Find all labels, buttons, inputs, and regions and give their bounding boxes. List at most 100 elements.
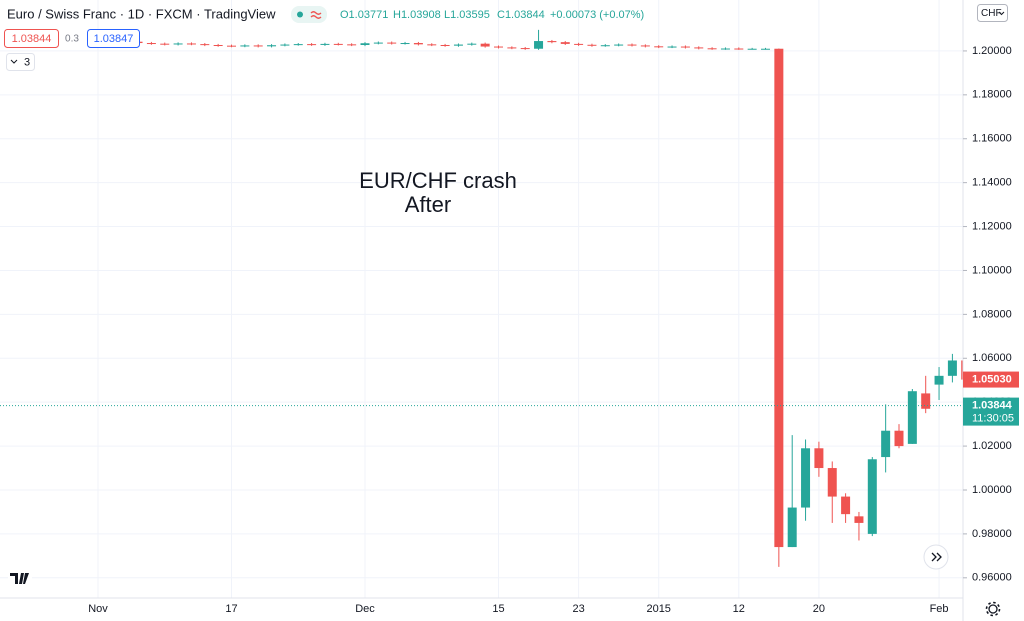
ohlc-close: C1.03844 [497,9,545,21]
y-tick-label: 1.12000 [972,220,1012,232]
last-price-label: 1.05030 [972,373,1012,385]
candle-body [520,48,530,50]
candle-body [534,41,544,49]
candle-body [227,45,236,47]
y-tick-label: 1.14000 [972,177,1012,189]
candle-body [734,48,744,50]
settings-icon[interactable] [985,601,1001,617]
candle-body [747,48,757,50]
ohlc-low: L1.03595 [444,9,490,21]
candle-body [787,507,797,548]
x-tick-label: 12 [733,603,745,615]
candle-body [867,459,877,534]
candle-body [480,43,490,47]
candle-body [320,43,330,45]
candle-body [186,43,196,45]
y-tick-label: 1.02000 [972,440,1012,452]
annotation: After [405,192,451,217]
candle-body [213,45,223,47]
candle-body [200,44,210,46]
candle-body [841,496,851,515]
candles [0,29,963,567]
status-dot [297,11,303,18]
candle-body [574,43,584,45]
countdown: 11:30:05 [972,413,1014,425]
candle-body [307,44,317,46]
symbol-title: Euro / Swiss Franc · 1D · FXCM · Trading… [7,6,276,21]
candle-body [440,45,450,47]
candle-body [253,45,263,47]
candle-body [640,45,650,47]
candle-body [934,375,944,385]
y-tick-label: 1.06000 [972,352,1012,364]
candle-body [173,43,183,45]
scroll-icon [931,552,942,562]
candle-body [373,42,383,44]
candle-body [387,42,397,44]
ohlc-high: H1.03908 [393,9,441,21]
y-tick-label: 1.10000 [972,264,1012,276]
currency-button[interactable] [977,4,1008,22]
x-tick-label: 20 [813,603,825,615]
candle-body [680,46,690,48]
candle-body [774,48,784,548]
currency: CHF [981,8,1002,19]
sell-price: 1.03844 [12,33,52,45]
x-tick-label: 15 [492,603,504,615]
ohlc-open: O1.03771 [340,9,388,21]
candle-body [560,42,570,44]
candle-body [347,44,357,46]
candle-body [293,44,303,46]
candle-body [921,393,931,409]
y-tick-label: 1.18000 [972,89,1012,101]
chevron-icon [10,59,18,64]
candle-body [413,43,423,45]
sell-button[interactable] [4,29,59,48]
y-tick-label: 0.96000 [972,572,1012,584]
candle-body [907,391,917,444]
candle-body [280,44,290,46]
ohlc-change: +0.00073 (+0.07%) [550,9,644,21]
x-tick-label: 23 [572,603,584,615]
candle-body [547,41,557,43]
tradingview-logo [8,568,32,588]
candle-body [854,516,864,523]
current-price-box [963,397,1019,426]
x-tick-label: Nov [88,603,108,615]
candle-body [947,360,957,376]
candle-body [267,45,277,47]
status-pill[interactable] [291,6,327,23]
candle-body [894,430,904,447]
x-tick-label: Feb [930,603,949,615]
chevron-icon [998,11,1005,16]
current-price-label: 1.03844 [972,400,1013,412]
candle-body [160,43,170,45]
candle-body [146,43,156,45]
indicators-toggle[interactable] [6,53,35,71]
candle-body [427,44,437,46]
candle-body [627,44,637,46]
buy-button[interactable] [87,29,140,48]
candle-body [761,48,770,50]
indicator-count: 3 [24,56,30,68]
candle-body [240,45,250,47]
candle-body [494,46,503,48]
candle-body [507,47,517,49]
candle-body [801,448,811,508]
y-tick-label: 1.16000 [972,133,1012,145]
candle-body [467,43,477,45]
candle-body [400,43,410,45]
grid [0,0,963,598]
candle-body [667,46,677,48]
y-tick-label: 1.00000 [972,484,1012,496]
delay-icon [310,11,322,19]
candle-body [827,468,837,497]
candle-body [654,46,664,48]
candle-body [614,44,624,46]
y-tick-label: 0.98000 [972,528,1012,540]
candle-body [600,45,610,47]
candle-body [453,44,463,46]
candle-body [333,43,343,45]
